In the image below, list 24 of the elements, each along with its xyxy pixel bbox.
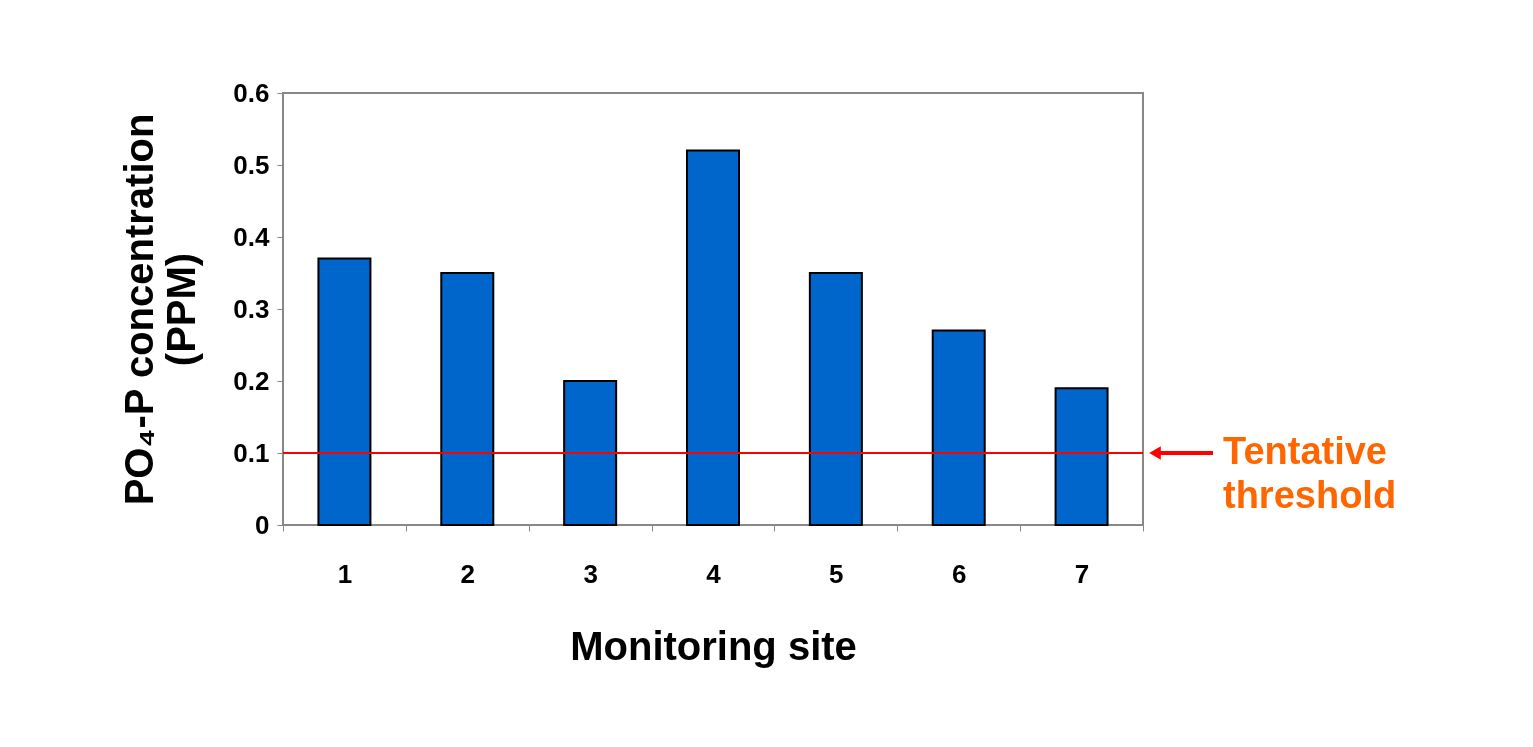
y-tick-label: 0.3 bbox=[233, 293, 270, 324]
bar bbox=[563, 380, 618, 526]
x-tick-label: 2 bbox=[460, 558, 476, 589]
bar bbox=[686, 149, 740, 526]
x-tick-label: 3 bbox=[583, 558, 598, 589]
x-axis-title: Monitoring site bbox=[570, 623, 857, 668]
bar bbox=[317, 257, 372, 526]
y-tick-label: 0.5 bbox=[233, 149, 270, 180]
y-tick-label: 0.4 bbox=[233, 221, 271, 252]
x-tick-label: 4 bbox=[706, 558, 722, 589]
x-tick-label: 1 bbox=[337, 558, 353, 589]
x-tick-label: 6 bbox=[951, 558, 967, 589]
y-tick-label: 0.1 bbox=[233, 437, 270, 468]
bar bbox=[1054, 387, 1109, 526]
bar bbox=[931, 329, 986, 526]
x-tick-label: 7 bbox=[1074, 558, 1090, 589]
bar bbox=[808, 272, 863, 526]
y-tick-label: 0.2 bbox=[233, 365, 270, 396]
y-tick-label: 0.6 bbox=[233, 77, 270, 108]
bar bbox=[440, 272, 495, 526]
y-tick-label: 0 bbox=[255, 509, 270, 540]
y-axis-title: PO₄-P concentration (PPM) bbox=[117, 113, 204, 506]
ref-line-label: Tentative threshold bbox=[1223, 430, 1397, 516]
x-tick-label: 5 bbox=[829, 558, 844, 589]
